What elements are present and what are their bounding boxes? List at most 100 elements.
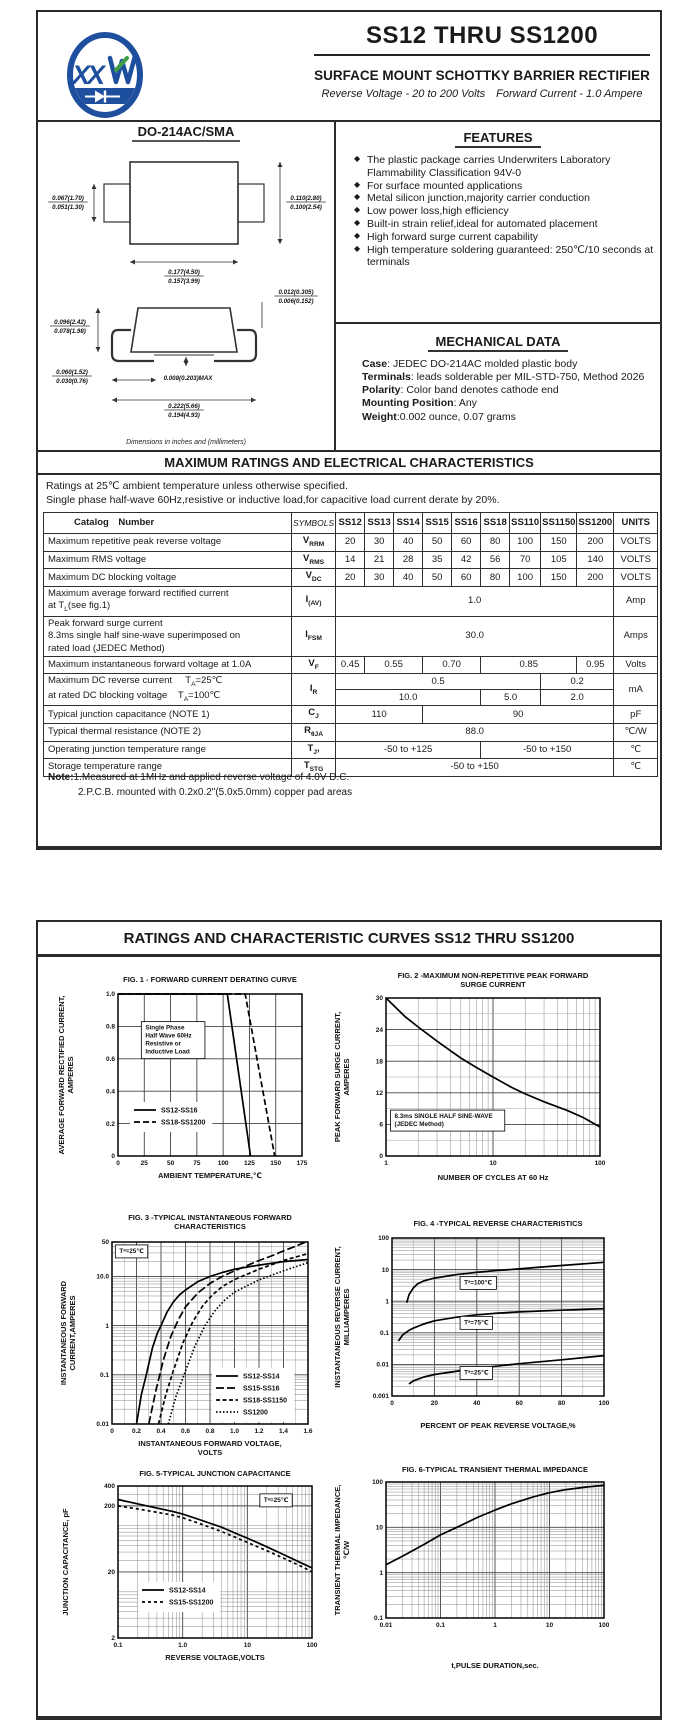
svg-text:0.6: 0.6 [181,1428,190,1435]
fig3-instantaneous-forward-characteristics: Tᵊ=25℃ SS12-SS14 SS15-SS16 SS18-SS1150 SS120… [54,1210,330,1489]
svg-text:0: 0 [116,1160,120,1167]
package-name: DO-214AC/SMA [38,124,334,142]
col-header-units: UNITS [613,511,659,535]
feature-item: ◆ The plastic package carries Underwriter… [354,154,611,179]
col-header-device: SS16 [451,511,482,535]
param-cell: Maximum repetitive peak reverse voltage [43,533,292,552]
feature-item: ◆ High forward surge current capability [354,230,538,243]
svg-text:Half Wave 60Hz: Half Wave 60Hz [145,1033,191,1040]
value-cell: 2.0 [540,689,615,707]
units-cell: ℃ [613,758,659,777]
features-title: FEATURES [336,130,660,148]
param-cell: Storage temperature range [43,758,292,777]
fig3-chart: Tᵊ=25℃ SS12-SS14 SS15-SS16 SS18-SS1150 SS120… [59,1213,313,1457]
svg-text:0.096(2.42): 0.096(2.42) [54,319,86,326]
value-cell: 40 [393,568,424,587]
param-cell: Maximum instantaneous forward voltage at… [43,655,292,675]
svg-text:0.006(0.152): 0.006(0.152) [278,298,313,305]
condition-line: Ratings at 25℃ ambient temperature unles… [46,480,348,492]
svg-text:AMBIENT TEMPERATURE,℃: AMBIENT TEMPERATURE,℃ [158,1171,262,1180]
svg-text:0.060(1.52): 0.060(1.52) [56,369,88,376]
svg-text:100: 100 [307,1642,318,1649]
svg-text:175: 175 [297,1160,308,1167]
svg-text:10: 10 [376,1525,384,1532]
brand-logo: XX [60,28,150,123]
mechanical-line: Polarity: Color band denotes cathode end [362,384,559,397]
value-cell: 10.0 [335,689,482,707]
value-cell: 28 [393,550,424,570]
symbol-cell: IFSM [290,615,337,657]
svg-text:FIG. 5-TYPICAL JUNCTION CAPACI: FIG. 5-TYPICAL JUNCTION CAPACITANCE [139,1469,290,1478]
value-cell: 70 [509,550,542,570]
svg-text:PERCENT OF PEAK REVERSE VOLTAG: PERCENT OF PEAK REVERSE VOLTAGE,% [420,1421,575,1430]
col-header-device: SS13 [364,511,395,535]
svg-text:0.1: 0.1 [380,1330,389,1337]
value-cell: 110 [335,705,424,724]
curves-section: RATINGS AND CHARACTERISTIC CURVES SS12 T… [36,920,662,1720]
svg-text:60: 60 [516,1400,524,1407]
value-cell: 0.5 [335,673,542,691]
value-cell: -50 to +125 [335,740,482,760]
ratings-title: MAXIMUM RATINGS AND ELECTRICAL CHARACTER… [164,455,534,470]
svg-text:20: 20 [431,1400,439,1407]
feature-item: ◆ High temperature soldering guaranteed: … [354,243,654,269]
svg-text:0.030(0.76): 0.030(0.76) [56,378,88,385]
features-mechanical-divider [336,322,660,324]
title-block: SS12 THRU SS1200 SURFACE MOUNT SCHOTTKY … [306,22,658,100]
col-header-device: SS15 [422,511,453,535]
symbol-cell: RθJA [290,722,337,742]
units-cell: ℃/W [613,722,659,742]
svg-text:0.8: 0.8 [205,1428,214,1435]
svg-text:0.157(3.99): 0.157(3.99) [168,278,200,285]
units-cell: Amp [613,585,659,617]
table-row: Maximum DC blocking voltage VDC 20 30 40 50 60… [43,568,659,587]
units-cell: mA [613,673,659,707]
symbol-cell: I(AV) [290,585,337,617]
svg-text:8.3ms SINGLE HALF SINE-WAVE: 8.3ms SINGLE HALF SINE-WAVE [394,1113,492,1120]
symbol-cell: VRRM [290,533,337,552]
symbol-cell: IR [290,673,337,707]
svg-text:0.4: 0.4 [156,1428,165,1435]
svg-text:(JEDEC Method): (JEDEC Method) [394,1121,443,1128]
svg-text:25: 25 [141,1160,149,1167]
package-drawing-panel: DO-214AC/SMA 0.067(1.70) 0.051(1.30) 0.110… [38,124,334,450]
note-line: 2.P.C.B. mounted with 0.2x0.2"(5.0x5.0mm… [78,787,353,798]
svg-text:0.078(1.98): 0.078(1.98) [54,328,86,335]
col-header-symbols: SYMBOLS [290,511,337,535]
table-row: Maximum repetitive peak reverse voltage V… [43,533,659,552]
svg-text:Tᵊ=25℃: Tᵊ=25℃ [264,1497,289,1504]
units-cell: VOLTS [613,550,659,570]
svg-text:10: 10 [489,1160,497,1167]
units-cell: pF [613,705,659,724]
features-list: ◆ The plastic package carries Underwriter… [336,154,660,269]
svg-text:0.2: 0.2 [132,1428,141,1435]
value-cell: 35 [422,550,453,570]
svg-text:Resistive or: Resistive or [145,1041,181,1048]
value-cell: -50 to +150 [480,740,615,760]
value-cell: 21 [364,550,395,570]
table-row: Maximum RMS voltage VRMS 14 21 28 35 42 56 70 105… [43,550,659,570]
svg-text:10: 10 [382,1267,390,1274]
fig4-chart: Tᵊ=100℃ Tᵊ=75℃ Tᵊ=25℃ 0 20 40 60 80 100 0.001 0.01… [333,1219,610,1430]
svg-text:1: 1 [384,1160,388,1167]
svg-text:0.222(5.66): 0.222(5.66) [168,403,200,410]
svg-text:XX: XX [70,60,107,90]
param-cell: Typical junction capacitance (NOTE 1) [43,705,292,724]
svg-text:0.2: 0.2 [106,1121,115,1128]
svg-text:0: 0 [379,1153,383,1160]
table-row: Typical junction capacitance (NOTE 1) CJ 1… [43,705,659,724]
svg-text:JUNCTION CAPACITANCE, pF: JUNCTION CAPACITANCE, pF [61,1508,70,1616]
value-cell: 0.2 [540,673,615,691]
symbol-cell: TJ, [290,740,337,760]
svg-text:1.4: 1.4 [279,1428,288,1435]
mechanical-section: MECHANICAL DATA Case: JEDEC DO-214AC mol… [336,326,660,448]
table-row: Operating junction temperature range TJ, -… [43,740,659,760]
value-cell: 200 [576,568,615,587]
svg-text:0.051(1.30): 0.051(1.30) [52,204,84,211]
value-cell: 200 [576,533,615,552]
feature-item: ◆ Low power loss,high efficiency [354,205,509,218]
svg-text:80: 80 [558,1400,566,1407]
svg-text:0.01: 0.01 [380,1622,393,1629]
symbol-cell: VF [290,655,337,675]
